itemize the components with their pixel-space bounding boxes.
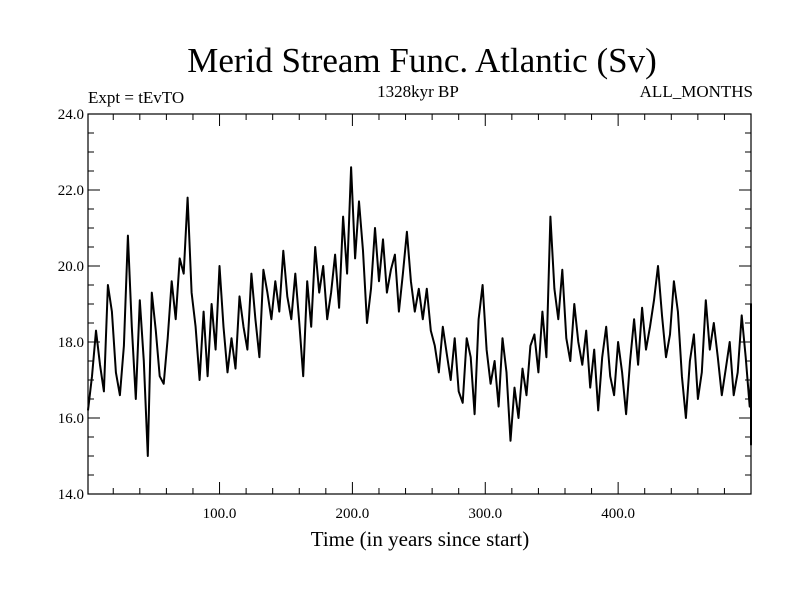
months-label: ALL_MONTHS [640,82,753,101]
y-tick-label: 14.0 [58,487,84,503]
y-tick-label: 16.0 [58,411,84,427]
y-tick-label: 20.0 [58,259,84,275]
period-label: 1328kyr BP [377,82,459,101]
x-tick-label: 300.0 [468,506,502,522]
x-tick-label: 200.0 [336,506,370,522]
plot-frame [87,113,752,495]
x-axis-label: Time (in years since start) [311,527,530,551]
x-axis-ticks: 100.0 200.0 300.0 400.0 [112,114,725,522]
y-tick-label: 22.0 [58,183,84,199]
x-tick-label: 100.0 [203,506,237,522]
x-tick-label: 400.0 [601,506,635,522]
y-tick-label: 24.0 [58,107,84,123]
experiment-label: Expt = tEvTO [88,88,184,107]
y-axis-ticks: 14.0 16.0 18.0 20.0 22.0 24.0 [58,107,751,503]
series-line [87,166,752,457]
y-tick-label: 18.0 [58,335,84,351]
chart-title: Merid Stream Func. Atlantic (Sv) [187,41,657,80]
